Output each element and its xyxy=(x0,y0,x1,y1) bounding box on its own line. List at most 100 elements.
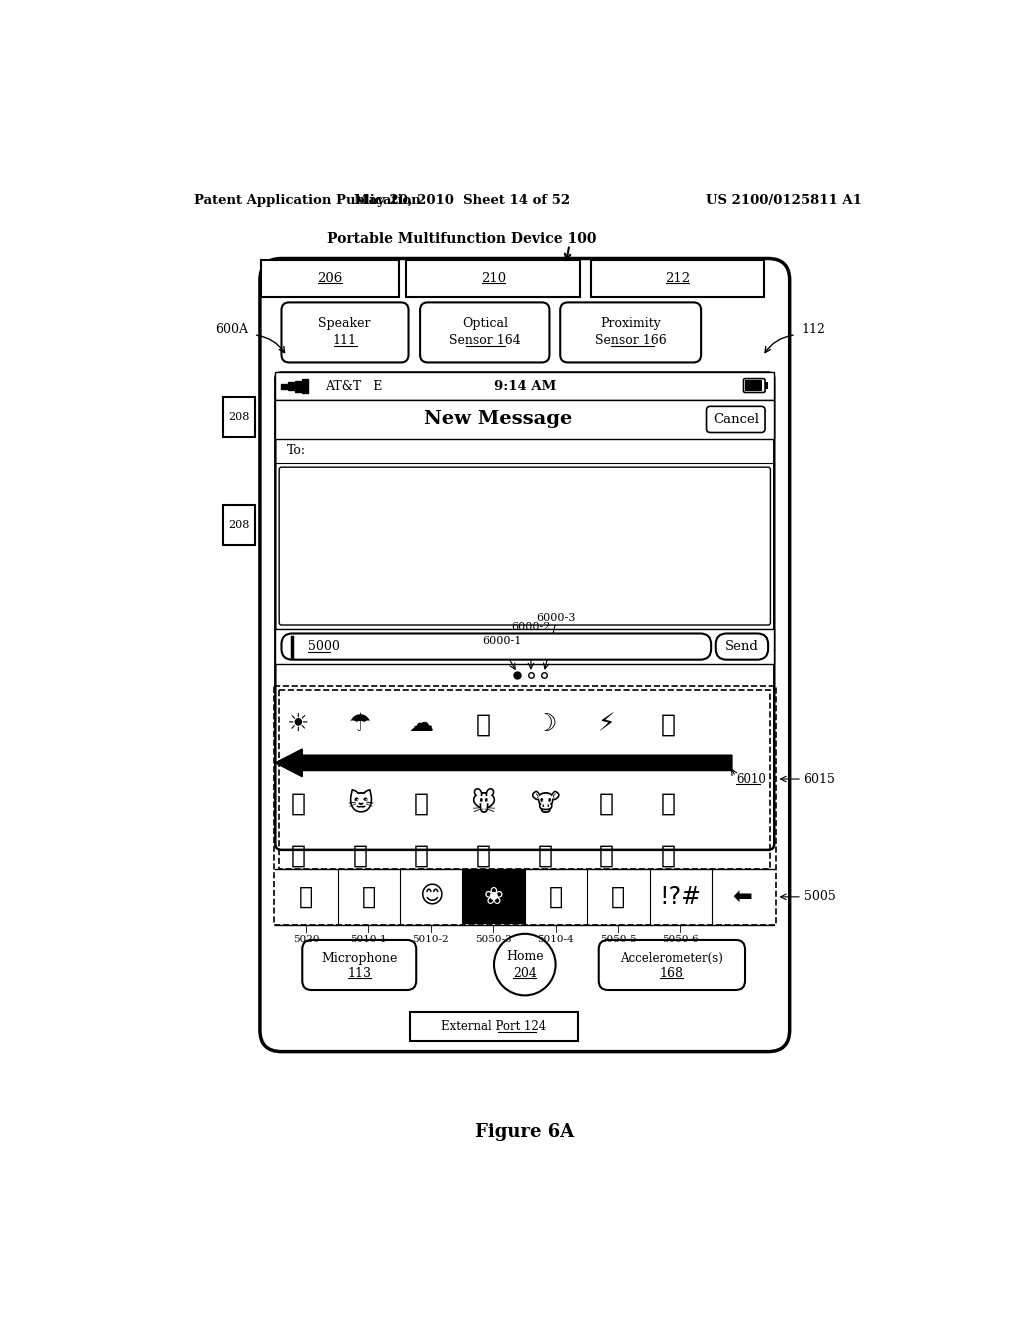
Text: 🐄: 🐄 xyxy=(599,843,614,867)
Bar xyxy=(289,383,294,391)
FancyBboxPatch shape xyxy=(275,372,774,850)
Text: 208: 208 xyxy=(228,520,250,529)
Text: 212: 212 xyxy=(665,272,690,285)
Text: New Message: New Message xyxy=(424,411,572,429)
Text: 204: 204 xyxy=(513,968,537,981)
Text: 😊: 😊 xyxy=(419,884,443,909)
Text: Portable Multifunction Device 100: Portable Multifunction Device 100 xyxy=(327,232,596,247)
Text: ☂: ☂ xyxy=(349,713,372,737)
Text: AT&T   E: AT&T E xyxy=(326,380,383,393)
Text: 🐶: 🐶 xyxy=(538,843,552,867)
Text: US 2100/0125811 A1: US 2100/0125811 A1 xyxy=(707,194,862,207)
Text: To:: To: xyxy=(287,445,306,458)
Text: 🐭: 🐭 xyxy=(470,791,497,816)
Text: ☀: ☀ xyxy=(288,713,309,737)
Text: ☽: ☽ xyxy=(534,713,556,737)
Text: Patent Application Publication: Patent Application Publication xyxy=(194,194,421,207)
Text: ☁: ☁ xyxy=(410,713,434,737)
Text: 210: 210 xyxy=(480,272,506,285)
Bar xyxy=(275,372,774,400)
FancyBboxPatch shape xyxy=(599,940,745,990)
Bar xyxy=(275,628,774,664)
Text: 🐸: 🐸 xyxy=(291,843,306,867)
Text: !?#: !?# xyxy=(659,884,701,909)
Text: Home: Home xyxy=(506,950,544,964)
Text: 5005: 5005 xyxy=(804,890,836,903)
Text: ❀: ❀ xyxy=(483,884,503,909)
Text: 🐨: 🐨 xyxy=(414,843,429,867)
FancyBboxPatch shape xyxy=(282,634,711,660)
Text: ⚡: ⚡ xyxy=(598,713,615,737)
Text: 🐻: 🐻 xyxy=(476,843,490,867)
Text: Proximity: Proximity xyxy=(601,317,662,330)
Text: Microphone: Microphone xyxy=(322,952,397,965)
Text: Optical: Optical xyxy=(462,317,508,330)
Text: Figure 6A: Figure 6A xyxy=(475,1123,574,1142)
Text: 5010-2: 5010-2 xyxy=(413,936,450,944)
Text: 168: 168 xyxy=(659,968,684,981)
Text: 5050-6: 5050-6 xyxy=(663,936,698,944)
FancyBboxPatch shape xyxy=(282,302,409,363)
Text: 🐻: 🐻 xyxy=(414,792,429,816)
Text: Cancel: Cancel xyxy=(713,413,759,426)
Text: Accelerometer(s): Accelerometer(s) xyxy=(621,952,723,965)
Text: 208: 208 xyxy=(228,412,250,422)
Bar xyxy=(407,260,581,297)
Text: External Port 124: External Port 124 xyxy=(441,1019,547,1032)
Text: 🏔: 🏔 xyxy=(291,792,306,816)
Text: 6000-1: 6000-1 xyxy=(482,636,521,647)
Text: Sensor 164: Sensor 164 xyxy=(449,334,520,347)
FancyBboxPatch shape xyxy=(707,407,765,433)
FancyBboxPatch shape xyxy=(420,302,550,363)
Bar xyxy=(282,384,287,388)
Text: 🐰: 🐰 xyxy=(599,792,614,816)
Text: 111: 111 xyxy=(333,334,356,347)
Text: Sensor 166: Sensor 166 xyxy=(595,334,667,347)
Text: 5020: 5020 xyxy=(293,936,319,944)
Bar xyxy=(295,381,301,392)
Text: 🐮: 🐮 xyxy=(530,792,560,816)
Bar xyxy=(273,686,776,924)
Text: 6000-2: 6000-2 xyxy=(511,622,551,632)
Text: 🐼: 🐼 xyxy=(352,843,368,867)
Bar xyxy=(280,689,770,869)
Text: 5010-4: 5010-4 xyxy=(538,936,573,944)
Text: 🌐: 🌐 xyxy=(299,884,313,909)
Text: 🐱: 🐱 xyxy=(347,792,373,816)
Text: Speaker: Speaker xyxy=(318,317,371,330)
Text: 600A: 600A xyxy=(215,323,249,335)
Text: 🐗: 🐗 xyxy=(660,843,676,867)
Text: 🔔: 🔔 xyxy=(549,884,562,909)
Text: Send: Send xyxy=(725,640,759,653)
Bar xyxy=(302,379,307,393)
Bar xyxy=(410,1011,578,1040)
Text: 9:14 AM: 9:14 AM xyxy=(494,380,556,393)
Bar xyxy=(591,260,764,297)
Text: ⬅: ⬅ xyxy=(733,884,753,909)
Bar xyxy=(261,260,398,297)
Text: May 20, 2010  Sheet 14 of 52: May 20, 2010 Sheet 14 of 52 xyxy=(353,194,569,207)
Text: 6015: 6015 xyxy=(804,772,836,785)
FancyArrow shape xyxy=(275,748,732,776)
FancyBboxPatch shape xyxy=(743,379,765,392)
Text: 🌀: 🌀 xyxy=(660,713,676,737)
Bar xyxy=(745,380,762,391)
Bar xyxy=(223,506,255,545)
FancyBboxPatch shape xyxy=(260,259,790,1052)
Text: 🚗: 🚗 xyxy=(611,884,625,909)
Text: 🕐: 🕐 xyxy=(361,884,376,909)
Text: 5000: 5000 xyxy=(308,640,340,653)
Bar xyxy=(275,400,774,438)
Bar xyxy=(463,869,524,924)
Text: 5050-3: 5050-3 xyxy=(475,936,512,944)
Bar xyxy=(223,397,255,437)
Text: 5010-1: 5010-1 xyxy=(350,936,387,944)
Text: ⛄: ⛄ xyxy=(476,713,490,737)
FancyBboxPatch shape xyxy=(280,467,770,626)
Text: 🐺: 🐺 xyxy=(660,792,676,816)
FancyBboxPatch shape xyxy=(560,302,701,363)
Text: 206: 206 xyxy=(317,272,343,285)
Text: 113: 113 xyxy=(347,968,372,981)
Text: 112: 112 xyxy=(801,323,825,335)
Bar xyxy=(765,383,768,388)
